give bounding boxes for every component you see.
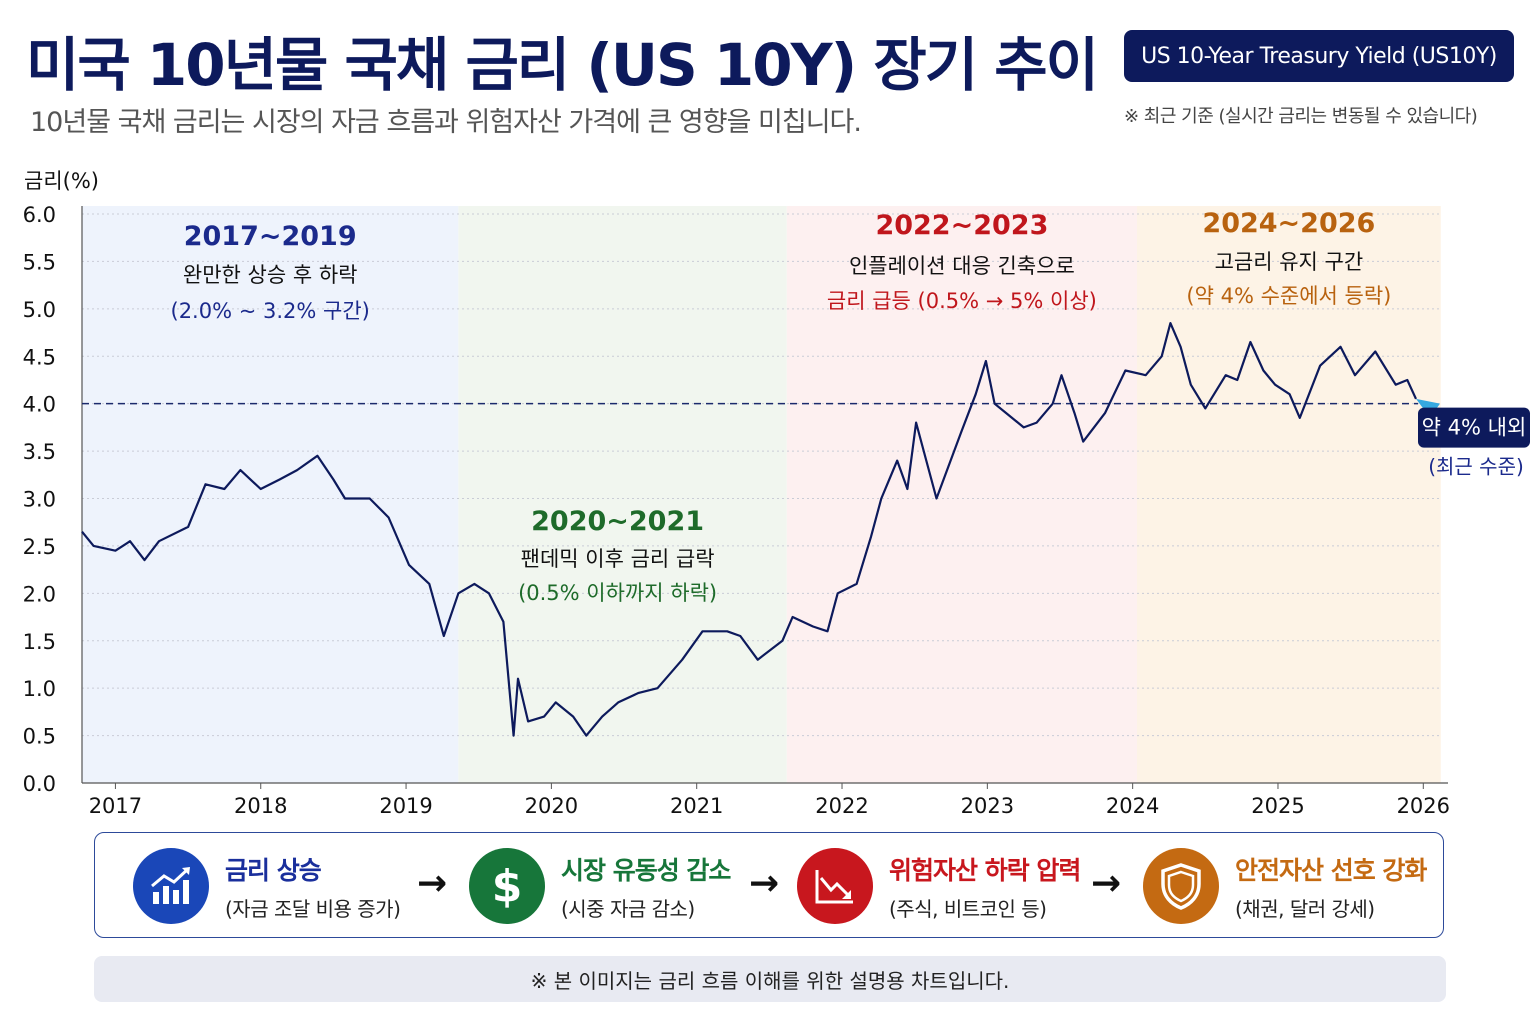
y-tick-label: 6.0 (23, 203, 56, 227)
y-tick-label: 3.0 (23, 488, 56, 512)
flow-step-subtitle: (자금 조달 비용 증가) (225, 896, 401, 921)
page-subtitle: 10년물 국채 금리는 시장의 자금 흐름과 위험자산 가격에 큰 영향을 미칩… (30, 107, 862, 138)
x-tick-label: 2023 (961, 794, 1014, 818)
region-band (1137, 206, 1441, 783)
callout-box (1418, 407, 1530, 448)
region-title: 2017~2019 (184, 221, 357, 252)
y-axis-label: 금리(%) (24, 169, 99, 193)
y-tick-label: 0.0 (23, 772, 56, 796)
region-description: 완만한 상승 후 하락 (183, 263, 358, 287)
flow-step: 위험자산 하락 압력 (주식, 비트코인 등) (797, 833, 1081, 939)
footer-note: ※ 본 이미지는 금리 흐름 이해를 위한 설명용 차트입니다. (94, 956, 1446, 1002)
y-tick-label: 2.0 (23, 582, 56, 606)
flow-step: $ 시장 유동성 감소 (시중 자금 감소) (469, 833, 731, 939)
shield-icon (1143, 848, 1219, 924)
flow-step-title: 위험자산 하락 압력 (889, 855, 1081, 885)
flow-step-subtitle: (채권, 달러 강세) (1235, 896, 1375, 921)
y-tick-label: 0.5 (23, 725, 56, 749)
region-title: 2024~2026 (1202, 208, 1375, 239)
y-tick-label: 3.5 (23, 440, 56, 464)
flow-step-subtitle: (시중 자금 감소) (561, 896, 695, 921)
yield-line (81, 322, 1417, 737)
region-detail: (약 4% 수준에서 등락) (1186, 284, 1391, 308)
y-tick-label: 4.0 (23, 393, 56, 417)
region-description: 고금리 유지 구간 (1215, 250, 1364, 274)
page-title: 미국 10년물 국채 금리 (US 10Y) 장기 추이 (26, 31, 1099, 99)
region-band (82, 206, 459, 783)
flow-arrow-icon: → (417, 863, 448, 904)
x-tick-label: 2018 (234, 794, 287, 818)
flow-step-text: 금리 상승 (자금 조달 비용 증가) (225, 851, 401, 922)
falling-chart-icon (797, 848, 873, 924)
region-band (458, 206, 787, 783)
flow-step-text: 위험자산 하락 압력 (주식, 비트코인 등) (889, 851, 1081, 922)
data-note: ※ 최근 기준 (실시간 금리는 변동될 수 있습니다) (1124, 106, 1478, 127)
region-title: 2022~2023 (875, 210, 1048, 241)
flow-step-text: 시장 유동성 감소 (시중 자금 감소) (561, 851, 731, 922)
x-tick-label: 2017 (89, 794, 142, 818)
y-tick-label: 5.0 (23, 298, 56, 322)
callout-sub: (최근 수준) (1428, 455, 1524, 479)
y-tick-label: 1.5 (23, 630, 56, 654)
region-description: 인플레이션 대응 긴축으로 (849, 254, 1075, 278)
flow-step-subtitle: (주식, 비트코인 등) (889, 896, 1047, 921)
flow-step-title: 금리 상승 (225, 855, 322, 885)
region-detail: (2.0% ~ 3.2% 구간) (171, 299, 370, 323)
flow-step: 금리 상승 (자금 조달 비용 증가) (133, 833, 401, 939)
x-tick-label: 2022 (815, 794, 868, 818)
flow-step-title: 시장 유동성 감소 (561, 855, 731, 885)
flow-step-title: 안전자산 선호 강화 (1235, 855, 1427, 885)
x-tick-label: 2020 (525, 794, 578, 818)
y-tick-label: 4.5 (23, 345, 56, 369)
x-tick-label: 2021 (670, 794, 723, 818)
yield-chart: 0.0 0.5 1.0 1.5 2.0 2.5 3.0 3.5 4.0 4.5 5.0 5.5 6.0 금… (23, 169, 1530, 818)
region-detail: 금리 급등 (0.5% → 5% 이상) (827, 289, 1097, 313)
region-description: 팬데믹 이후 금리 급락 (521, 547, 715, 571)
flow-step: 안전자산 선호 강화 (채권, 달러 강세) (1143, 833, 1427, 939)
x-tick-label: 2019 (379, 794, 432, 818)
impact-flow: 금리 상승 (자금 조달 비용 증가) $ 시장 유동성 감소 (시중 자금 감소) 위험… (94, 832, 1444, 938)
flow-arrow-icon: → (749, 863, 780, 904)
y-tick-label: 2.5 (23, 535, 56, 559)
dollar-icon: $ (469, 848, 545, 924)
title-badge: US 10-Year Treasury Yield (US10Y) (1124, 30, 1514, 82)
flow-step-text: 안전자산 선호 강화 (채권, 달러 강세) (1235, 851, 1427, 922)
region-detail: (0.5% 이하까지 하락) (518, 581, 717, 605)
region-title: 2020~2021 (531, 506, 704, 537)
x-tick-label: 2025 (1251, 794, 1304, 818)
x-tick-label: 2026 (1397, 794, 1450, 818)
rising-chart-icon (133, 848, 209, 924)
callout-label: 약 4% 내외 (1422, 416, 1527, 440)
y-tick-label: 1.0 (23, 677, 56, 701)
x-tick-label: 2024 (1106, 794, 1159, 818)
flow-arrow-icon: → (1091, 863, 1122, 904)
y-tick-label: 5.5 (23, 250, 56, 274)
region-band (786, 206, 1138, 783)
